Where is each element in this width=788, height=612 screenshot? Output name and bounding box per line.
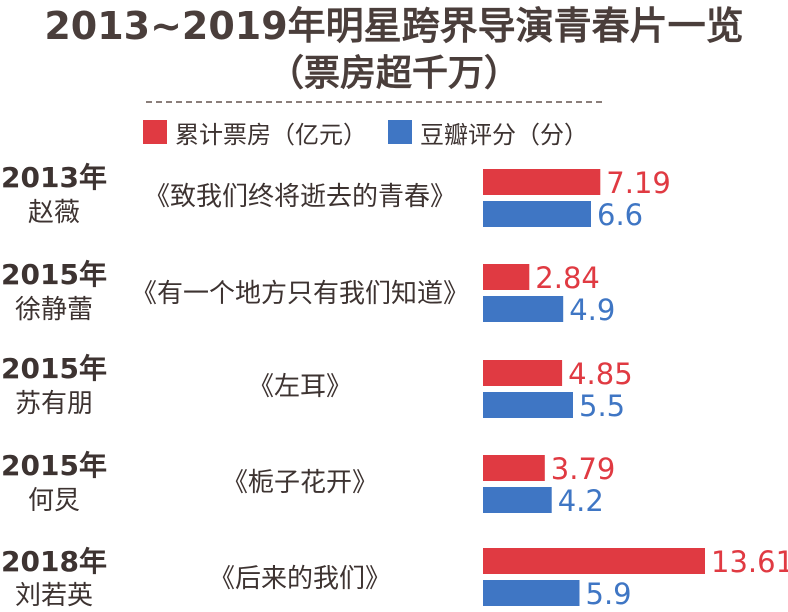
data-label-douban: 4.9 [569, 293, 615, 327]
data-label-douban: 4.2 [558, 484, 604, 518]
legend-item-douban: 豆瓣评分（分） [388, 118, 588, 149]
legend-label-douban: 豆瓣评分（分） [420, 120, 588, 149]
data-label-box-office: 7.19 [606, 166, 671, 200]
row-film-title: 《致我们终将逝去的青春》 [143, 182, 456, 212]
data-label-box-office: 2.84 [535, 261, 600, 295]
data-label-douban: 5.5 [579, 389, 625, 423]
row-year: 2013年 [1, 161, 107, 194]
legend-label-box-office: 累计票房（亿元） [175, 120, 367, 149]
row-director: 刘若英 [14, 581, 93, 611]
row-director: 徐静蕾 [14, 295, 93, 325]
bar-box-office [483, 169, 601, 195]
data-label-box-office: 13.61 [711, 545, 788, 579]
bar-box-office [483, 264, 530, 290]
bar-douban [483, 580, 580, 606]
legend-swatch-douban [388, 120, 412, 144]
row-director: 苏有朋 [14, 389, 93, 419]
data-label-box-office: 4.85 [568, 357, 633, 391]
data-label-box-office: 3.79 [551, 452, 616, 486]
bar-box-office [483, 360, 563, 386]
bar-douban [483, 201, 591, 227]
legend-swatch-box-office [143, 120, 167, 144]
bar-douban [483, 487, 552, 513]
bar-douban [483, 296, 564, 322]
row-film-title: 《后来的我们》 [208, 564, 391, 594]
row-year: 2015年 [1, 449, 107, 482]
row-director: 何炅 [27, 486, 80, 516]
title-divider [146, 101, 602, 103]
data-label-douban: 5.9 [586, 577, 632, 611]
row-film-title: 《左耳》 [247, 372, 352, 402]
bar-douban [483, 392, 573, 418]
bar-box-office [483, 455, 545, 481]
legend-item-box-office: 累计票房（亿元） [143, 118, 367, 149]
chart-subtitle: （票房超千万） [267, 53, 520, 94]
row-film-title: 《栀子花开》 [221, 468, 378, 498]
row-director: 赵薇 [27, 198, 80, 228]
bar-box-office [483, 548, 705, 574]
row-film-title: 《有一个地方只有我们知道》 [130, 279, 469, 309]
chart-title: 2013~2019年明星跨界导演青春片一览 [44, 4, 744, 48]
data-label-douban: 6.6 [597, 198, 643, 232]
row-year: 2015年 [1, 352, 107, 385]
row-year: 2018年 [1, 545, 107, 578]
row-year: 2015年 [1, 258, 107, 291]
